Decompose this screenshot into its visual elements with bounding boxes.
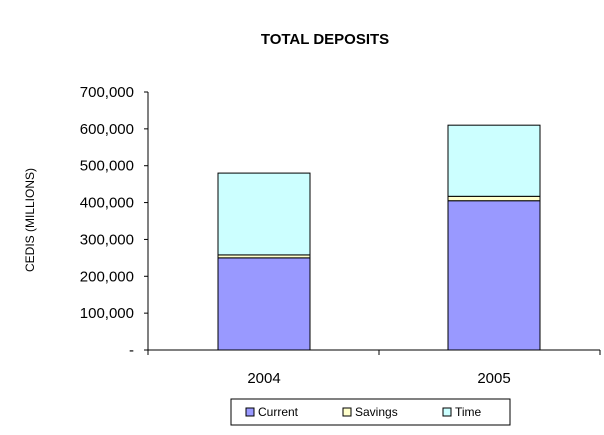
y-tick-label: 600,000 xyxy=(80,121,134,138)
plot-area: - 100,000 200,000 300,000 400,000 500,000 600,… xyxy=(80,84,601,387)
bar-savings-2005 xyxy=(447,195,541,202)
y-tick-label: 400,000 xyxy=(80,195,134,212)
legend: Current Savings Time xyxy=(230,398,511,426)
bar-time-2005 xyxy=(447,124,541,197)
legend-swatch-time xyxy=(442,407,452,417)
legend-label-time: Time xyxy=(455,405,482,419)
bar-current-2004 xyxy=(217,257,311,351)
legend-label-current: Current xyxy=(258,405,299,419)
y-tick-label: 700,000 xyxy=(80,84,134,101)
x-tick-label: 2004 xyxy=(247,370,280,387)
y-tick-label: - xyxy=(129,342,134,359)
legend-swatch-savings xyxy=(342,407,352,417)
bar-current-2005 xyxy=(447,200,541,351)
chart-title: TOTAL DEPOSITS xyxy=(261,31,389,48)
legend-label-savings: Savings xyxy=(355,405,398,419)
y-axis-label: CEDIS (MILLIONS) xyxy=(23,168,37,272)
y-tick-label: 200,000 xyxy=(80,268,134,285)
bar-time-2004 xyxy=(217,172,311,256)
legend-swatch-current xyxy=(245,407,255,417)
y-tick-label: 100,000 xyxy=(80,305,134,322)
y-tick-label: 500,000 xyxy=(80,158,134,175)
legend-box xyxy=(230,398,511,426)
x-tick-label: 2005 xyxy=(477,370,510,387)
y-tick-label: 300,000 xyxy=(80,231,134,248)
